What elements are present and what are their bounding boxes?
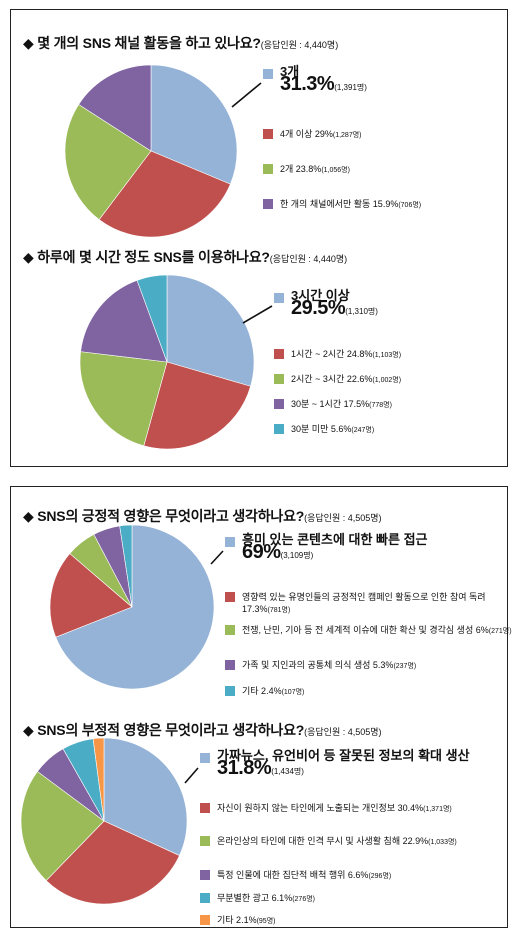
- pie-slice-1-2: [79, 351, 168, 447]
- legend-swatch: [274, 424, 284, 434]
- legend-text: 3시간 이상 29.5%(1,310명): [291, 288, 378, 319]
- pie-slice-2-4: [119, 524, 133, 608]
- legend-text: 가짜뉴스, 유언비어 등 잘못된 정보의 확대 생산 31.8%(1,434명): [217, 748, 470, 779]
- chart-3-title: ◆ SNS의 긍정적 영향은 무엇이라고 생각하나요?(응답인원 : 4,505…: [23, 508, 382, 524]
- legend-swatch: [200, 836, 210, 846]
- legend-swatch: [200, 753, 210, 763]
- legend-text: 한 개의 채널에서만 활동 15.9%(706명): [280, 199, 422, 209]
- legend-text: 1시간 ~ 2시간 24.8%(1,103명): [291, 349, 402, 359]
- pie-slice-3-5: [92, 737, 105, 822]
- pie-slice-3-0: [103, 737, 188, 856]
- pie-slice-1-3: [80, 279, 168, 363]
- legend-swatch: [263, 164, 273, 174]
- legend-swatch: [274, 293, 284, 303]
- top-slice-percent: 31.8%(1,434명): [217, 757, 304, 779]
- legend-text: 2시간 ~ 3시간 22.6%(1,002명): [291, 374, 402, 384]
- legend-text: 흥미 있는 콘텐츠에 대한 빠른 접근 69%(3,109명): [242, 532, 428, 563]
- legend-text: 영향력 있는 유명인들의 긍정적인 캠페인 활동으로 인한 참여 독려 17.3…: [242, 592, 486, 614]
- chart-4-title: ◆ SNS의 부정적 영향은 무엇이라고 생각하나요?(응답인원 : 4,505…: [23, 722, 382, 738]
- legend-swatch: [200, 870, 210, 880]
- legend-text: 30분 미만 5.6%(247명): [291, 424, 375, 434]
- legend-swatch: [263, 69, 273, 79]
- chart-1-title: ◆ 몇 개의 SNS 채널 활동을 하고 있나요?(응답인원 : 4,440명): [23, 35, 339, 51]
- top-slice-label: 3개: [280, 64, 300, 79]
- legend-swatch: [263, 199, 273, 209]
- pie-slice-3-1: [45, 820, 180, 905]
- legend-text: 3개 31.3%(1,391명): [280, 64, 367, 95]
- legend-swatch: [200, 803, 210, 813]
- legend-text: 기타 2.4%(107명): [242, 686, 305, 696]
- legend-swatch: [225, 686, 235, 696]
- pie-chart-hours: [79, 274, 255, 450]
- top-slice-percent: 31.3%(1,391명): [280, 73, 367, 95]
- legend-text: 전쟁, 난민, 기아 등 전 세계적 이슈에 대한 확산 및 경각심 생성 6%…: [242, 625, 512, 635]
- legend-text: 무분별한 광고 6.1%(276명): [217, 893, 315, 903]
- pie-slice-2-0: [55, 524, 215, 690]
- pie-slice-1-0: [166, 274, 255, 387]
- top-slice-percent: 69%(3,109명): [242, 541, 314, 563]
- legend-swatch: [225, 625, 235, 635]
- pie-chart-negative: [20, 737, 188, 905]
- pie-slice-0-2: [64, 104, 152, 221]
- legend-text: 기타 2.1%(95명): [217, 915, 276, 925]
- pie-slice-0-0: [150, 64, 238, 185]
- legend-swatch: [263, 129, 273, 139]
- pie-slice-0-1: [98, 150, 231, 238]
- panel-sns-impact: ◆ SNS의 긍정적 영향은 무엇이라고 생각하나요?(응답인원 : 4,505…: [10, 486, 512, 928]
- legend-swatch: [225, 660, 235, 670]
- legend-text: 특정 인물에 대한 집단적 배척 행위 6.6%(296명): [217, 870, 392, 880]
- legend-text: 30분 ~ 1시간 17.5%(778명): [291, 399, 392, 409]
- pie-slice-1-1: [143, 361, 251, 450]
- pie-chart-positive: [49, 524, 215, 690]
- legend-text: 2개 23.8%(1,056명): [280, 164, 350, 174]
- legend-swatch: [274, 374, 284, 384]
- legend-swatch: [225, 592, 235, 602]
- top-slice-label: 흥미 있는 콘텐츠에 대한 빠른 접근: [242, 532, 428, 547]
- top-slice-percent: 29.5%(1,310명): [291, 297, 378, 319]
- pie-slice-1-4: [136, 274, 168, 363]
- chart-2-title: ◆ 하루에 몇 시간 정도 SNS를 이용하나요?(응답인원 : 4,440명): [23, 249, 348, 265]
- legend-text: 가족 및 지인과의 공통체 의식 생성 5.3%(237명): [242, 660, 417, 670]
- panel-sns-usage: ◆ 몇 개의 SNS 채널 활동을 하고 있나요?(응답인원 : 4,440명)…: [10, 9, 508, 467]
- pie-slice-0-3: [78, 64, 152, 152]
- legend-swatch: [200, 915, 210, 925]
- legend-text: 자신이 원하지 않는 타인에게 노출되는 개인정보 30.4%(1,371명): [217, 803, 452, 813]
- pie-slice-3-2: [20, 771, 105, 881]
- pie-chart-channels: [64, 64, 238, 238]
- legend-swatch: [274, 399, 284, 409]
- top-slice-label: 가짜뉴스, 유언비어 등 잘못된 정보의 확대 생산: [217, 748, 470, 763]
- pie-slice-2-1: [49, 553, 133, 638]
- legend-swatch: [274, 349, 284, 359]
- top-slice-label: 3시간 이상: [291, 288, 350, 303]
- legend-text: 4개 이상 29%(1,287명): [280, 129, 362, 139]
- legend-text: 온라인상의 타인에 대한 인격 무시 및 사생활 침해 22.9%(1,033명…: [217, 836, 457, 846]
- legend-swatch: [225, 537, 235, 547]
- legend-swatch: [200, 893, 210, 903]
